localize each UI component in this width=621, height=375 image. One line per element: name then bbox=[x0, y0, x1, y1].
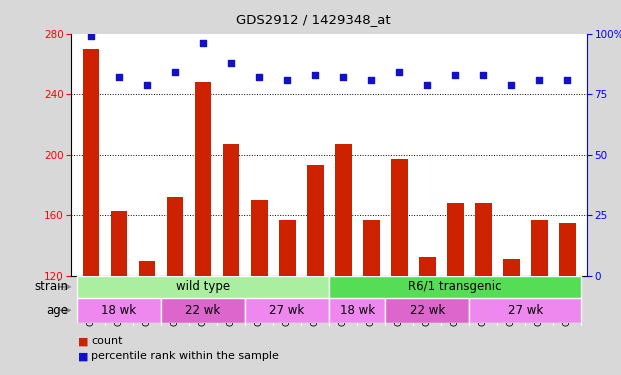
Text: count: count bbox=[91, 336, 123, 346]
Text: 27 wk: 27 wk bbox=[507, 304, 543, 317]
Bar bbox=[307, 165, 324, 375]
Text: ■: ■ bbox=[78, 336, 88, 346]
Text: R6/1 transgenic: R6/1 transgenic bbox=[409, 280, 502, 293]
Bar bbox=[475, 203, 492, 375]
Bar bbox=[446, 203, 464, 375]
Text: ■: ■ bbox=[78, 351, 88, 361]
Text: 22 wk: 22 wk bbox=[409, 304, 445, 317]
Point bbox=[394, 69, 404, 75]
Point bbox=[366, 77, 376, 83]
Text: GDS2912 / 1429348_at: GDS2912 / 1429348_at bbox=[236, 13, 391, 26]
Point bbox=[114, 74, 124, 80]
Point bbox=[310, 72, 320, 78]
Bar bbox=[335, 144, 351, 375]
Point bbox=[478, 72, 488, 78]
Text: strain: strain bbox=[34, 280, 68, 293]
Point bbox=[562, 77, 572, 83]
Bar bbox=[138, 261, 155, 375]
Bar bbox=[391, 159, 407, 375]
Point bbox=[506, 81, 516, 87]
Bar bbox=[166, 197, 183, 375]
Text: wild type: wild type bbox=[176, 280, 230, 293]
Text: 18 wk: 18 wk bbox=[340, 304, 374, 317]
Text: 27 wk: 27 wk bbox=[270, 304, 305, 317]
Point bbox=[422, 81, 432, 87]
Bar bbox=[111, 211, 127, 375]
Bar bbox=[223, 144, 240, 375]
Bar bbox=[245, 298, 329, 322]
Bar bbox=[83, 49, 99, 375]
Bar bbox=[363, 220, 379, 375]
Bar bbox=[77, 298, 161, 322]
Bar bbox=[77, 276, 329, 298]
Bar bbox=[385, 298, 469, 322]
Point bbox=[282, 77, 292, 83]
Point bbox=[450, 72, 460, 78]
Bar bbox=[194, 82, 212, 375]
Point bbox=[170, 69, 180, 75]
Bar bbox=[279, 220, 296, 375]
Bar bbox=[559, 223, 576, 375]
Point bbox=[254, 74, 264, 80]
Text: percentile rank within the sample: percentile rank within the sample bbox=[91, 351, 279, 361]
Bar bbox=[469, 298, 581, 322]
Point bbox=[86, 33, 96, 39]
Point bbox=[198, 40, 208, 46]
Bar bbox=[251, 200, 268, 375]
Bar bbox=[503, 259, 520, 375]
Text: 22 wk: 22 wk bbox=[186, 304, 220, 317]
Point bbox=[226, 60, 236, 66]
Bar bbox=[419, 258, 435, 375]
Bar bbox=[531, 220, 548, 375]
Bar bbox=[329, 298, 385, 322]
Point bbox=[142, 81, 152, 87]
Bar bbox=[161, 298, 245, 322]
Bar bbox=[329, 276, 581, 298]
Text: 18 wk: 18 wk bbox=[101, 304, 137, 317]
Text: age: age bbox=[47, 304, 68, 317]
Point bbox=[534, 77, 544, 83]
Point bbox=[338, 74, 348, 80]
